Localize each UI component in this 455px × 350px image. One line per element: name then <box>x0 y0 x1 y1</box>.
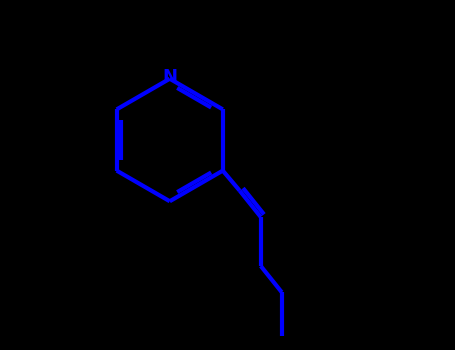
Text: N: N <box>162 68 177 86</box>
